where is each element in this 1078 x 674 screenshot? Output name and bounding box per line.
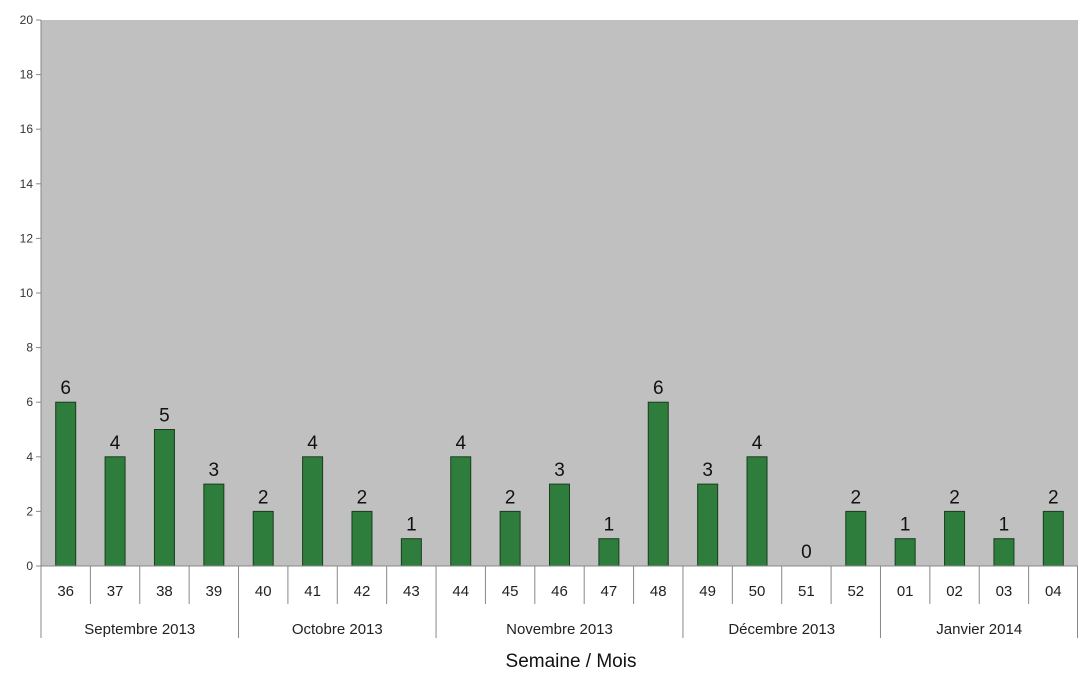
week-label: 40 — [255, 583, 272, 600]
week-label: 52 — [847, 583, 864, 600]
month-label: Septembre 2013 — [84, 621, 195, 638]
data-label: 1 — [406, 515, 417, 536]
week-label: 45 — [502, 583, 519, 600]
week-label: 36 — [57, 583, 74, 600]
bar — [993, 538, 1015, 567]
y-tick-label: 18 — [20, 68, 34, 82]
week-label: 38 — [156, 583, 173, 600]
data-label: 2 — [949, 487, 960, 508]
data-label: 4 — [307, 433, 318, 454]
week-label: 02 — [946, 583, 963, 600]
y-tick-label: 16 — [20, 122, 34, 136]
data-label: 2 — [357, 487, 368, 508]
data-label: 4 — [752, 433, 763, 454]
bar — [598, 538, 620, 567]
x-axis: 36 37 38 39 40 41 42 43 44 45 46 47 48 49 50 51 52 01 02 03… — [40, 565, 1078, 638]
y-tick-label: 6 — [26, 395, 33, 409]
month-label: Novembre 2013 — [506, 621, 613, 638]
data-label: 3 — [554, 460, 565, 481]
y-tick-label: 14 — [20, 177, 34, 191]
week-label: 37 — [107, 583, 124, 600]
week-label: 44 — [452, 583, 469, 600]
bar — [302, 456, 324, 567]
week-label: 04 — [1045, 583, 1062, 600]
bar — [549, 483, 570, 567]
week-label: 47 — [601, 583, 618, 600]
bar — [499, 510, 521, 567]
y-tick-label: 2 — [26, 504, 33, 518]
week-label: 42 — [354, 583, 371, 600]
data-label: 2 — [1048, 487, 1059, 508]
x-axis-title: Semaine / Mois — [506, 651, 637, 672]
data-label: 4 — [110, 433, 121, 454]
data-label: 1 — [999, 515, 1010, 536]
week-label: 48 — [650, 583, 667, 600]
bar — [845, 510, 867, 567]
bar — [697, 483, 719, 567]
week-label: 49 — [699, 583, 716, 600]
y-tick-label: 12 — [20, 231, 34, 245]
bar — [746, 456, 768, 567]
data-label: 2 — [505, 487, 516, 508]
data-label: 0 — [801, 542, 812, 563]
bar — [55, 401, 77, 567]
bar — [450, 456, 472, 567]
bar — [944, 510, 966, 567]
data-label: 2 — [850, 487, 861, 508]
y-axis: 0 2 4 6 8 10 12 14 16 18 20 — [20, 13, 42, 573]
bar — [252, 510, 274, 567]
y-tick-label: 4 — [26, 450, 33, 464]
week-label: 46 — [551, 583, 568, 600]
data-labels: 6 4 5 3 2 4 2 1 4 2 3 1 6 3 4 0 2 1 2 1 2 — [60, 378, 1058, 563]
week-label: 39 — [205, 583, 222, 600]
y-tick-label: 8 — [26, 341, 33, 355]
y-tick-label: 10 — [20, 286, 34, 300]
bar — [1042, 510, 1064, 567]
week-label: 41 — [304, 583, 321, 600]
data-label: 5 — [159, 406, 170, 427]
data-label: 3 — [209, 460, 220, 481]
data-label: 1 — [900, 515, 911, 536]
week-label: 01 — [897, 583, 914, 600]
data-label: 6 — [60, 378, 71, 399]
week-label: 50 — [749, 583, 766, 600]
bars — [55, 401, 1064, 567]
y-tick-label: 0 — [26, 559, 33, 573]
data-label: 1 — [604, 515, 615, 536]
data-label: 4 — [455, 433, 466, 454]
plot-area — [41, 20, 1078, 566]
bar — [894, 538, 916, 567]
week-label: 43 — [403, 583, 420, 600]
week-label: 51 — [798, 583, 815, 600]
week-label: 03 — [996, 583, 1013, 600]
bar — [104, 456, 126, 567]
bar — [647, 401, 669, 567]
month-label: Octobre 2013 — [292, 621, 383, 638]
y-tick-label: 20 — [20, 13, 34, 27]
bar — [400, 538, 422, 567]
month-label: Janvier 2014 — [936, 621, 1022, 638]
data-label: 6 — [653, 378, 664, 399]
data-label: 3 — [702, 460, 713, 481]
bar — [203, 483, 225, 567]
month-label: Décembre 2013 — [728, 621, 835, 638]
bar — [153, 429, 175, 567]
bar — [351, 510, 373, 567]
data-label: 2 — [258, 487, 269, 508]
